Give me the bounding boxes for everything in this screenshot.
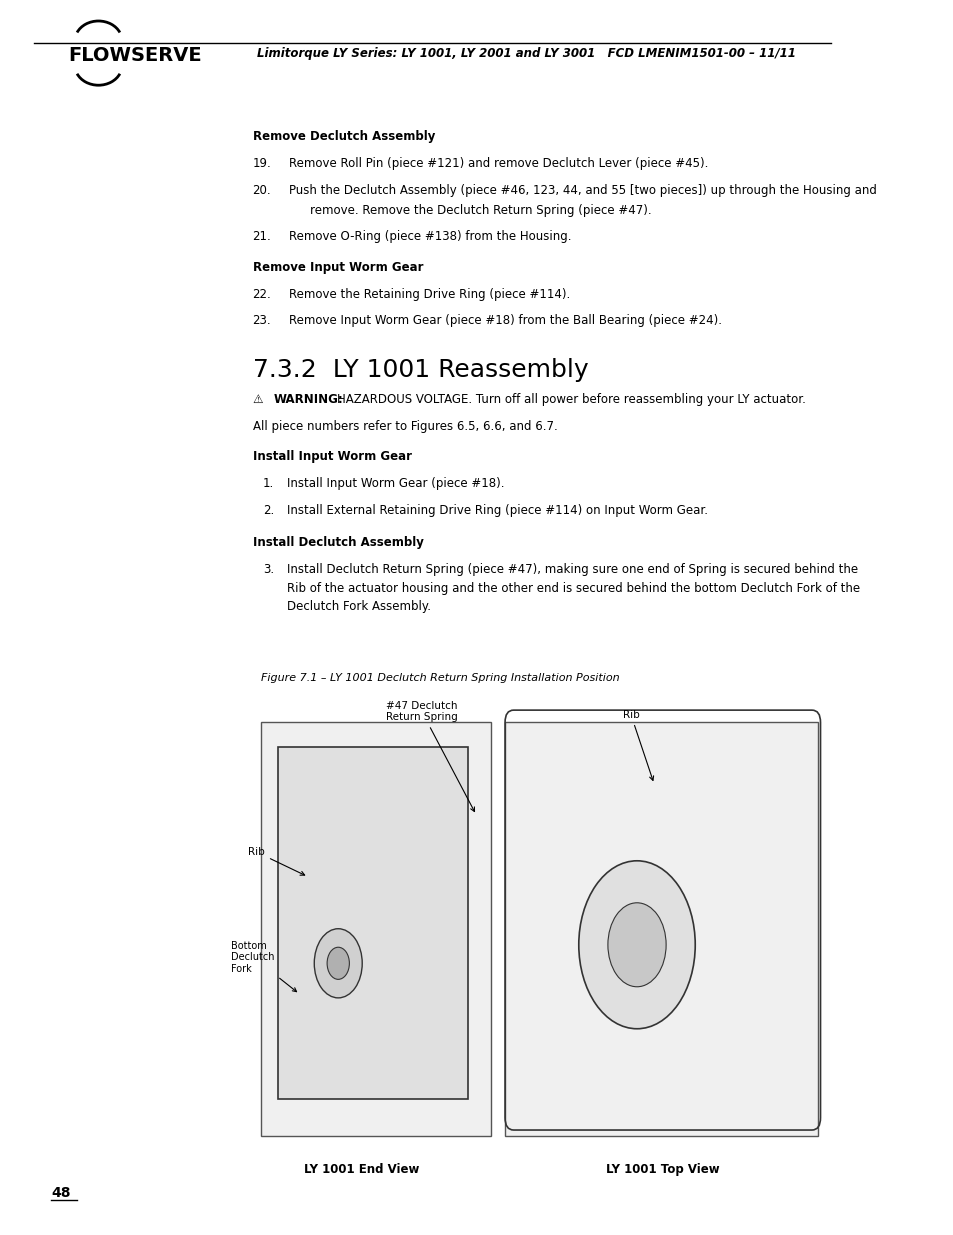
Text: 7.3.2  LY 1001 Reassembly: 7.3.2 LY 1001 Reassembly: [253, 358, 588, 382]
Text: 19.: 19.: [253, 157, 271, 170]
Text: Rib: Rib: [248, 847, 304, 876]
Text: 23.: 23.: [253, 314, 271, 327]
Text: 20.: 20.: [253, 184, 271, 198]
Text: 48: 48: [51, 1187, 71, 1200]
Text: remove. Remove the Declutch Return Spring (piece #47).: remove. Remove the Declutch Return Sprin…: [310, 204, 651, 217]
Text: Remove Input Worm Gear: Remove Input Worm Gear: [253, 261, 423, 274]
Text: Remove the Retaining Drive Ring (piece #114).: Remove the Retaining Drive Ring (piece #…: [288, 288, 569, 301]
Text: All piece numbers refer to Figures 6.5, 6.6, and 6.7.: All piece numbers refer to Figures 6.5, …: [253, 420, 557, 433]
Text: Install Input Worm Gear: Install Input Worm Gear: [253, 450, 411, 463]
Text: ⚠: ⚠: [253, 393, 263, 406]
Text: Install Declutch Assembly: Install Declutch Assembly: [253, 536, 423, 550]
Text: 1.: 1.: [263, 477, 274, 490]
Text: Install Input Worm Gear (piece #18).: Install Input Worm Gear (piece #18).: [287, 477, 504, 490]
Text: Remove Roll Pin (piece #121) and remove Declutch Lever (piece #45).: Remove Roll Pin (piece #121) and remove …: [288, 157, 707, 170]
Text: 3.: 3.: [263, 563, 274, 577]
FancyBboxPatch shape: [278, 747, 467, 1099]
FancyBboxPatch shape: [504, 722, 817, 1136]
Text: LY 1001 End View: LY 1001 End View: [304, 1162, 419, 1176]
Text: Install External Retaining Drive Ring (piece #114) on Input Worm Gear.: Install External Retaining Drive Ring (p…: [287, 504, 707, 517]
Text: Remove Declutch Assembly: Remove Declutch Assembly: [253, 130, 435, 143]
Text: Remove Input Worm Gear (piece #18) from the Ball Bearing (piece #24).: Remove Input Worm Gear (piece #18) from …: [288, 314, 720, 327]
Text: Bottom
Declutch
Fork: Bottom Declutch Fork: [231, 941, 296, 992]
Text: WARNING:: WARNING:: [274, 393, 343, 406]
Text: Push the Declutch Assembly (piece #46, 123, 44, and 55 [two pieces]) up through : Push the Declutch Assembly (piece #46, 1…: [288, 184, 876, 198]
Text: Figure 7.1 – LY 1001 Declutch Return Spring Installation Position: Figure 7.1 – LY 1001 Declutch Return Spr…: [261, 673, 619, 683]
FancyBboxPatch shape: [261, 722, 490, 1136]
Text: 22.: 22.: [253, 288, 271, 301]
Text: Rib of the actuator housing and the other end is secured behind the bottom Declu: Rib of the actuator housing and the othe…: [287, 582, 859, 595]
Circle shape: [314, 929, 362, 998]
Circle shape: [327, 947, 349, 979]
Text: HAZARDOUS VOLTAGE. Turn off all power before reassembling your LY actuator.: HAZARDOUS VOLTAGE. Turn off all power be…: [336, 393, 804, 406]
Text: Limitorque LY Series: LY 1001, LY 2001 and LY 3001   FCD LMENIM1501-00 – 11/11: Limitorque LY Series: LY 1001, LY 2001 a…: [256, 47, 795, 59]
Text: 21.: 21.: [253, 230, 271, 243]
Circle shape: [607, 903, 665, 987]
Text: LY 1001 Top View: LY 1001 Top View: [605, 1162, 719, 1176]
Text: Rib: Rib: [622, 710, 653, 781]
Text: Install Declutch Return Spring (piece #47), making sure one end of Spring is sec: Install Declutch Return Spring (piece #4…: [287, 563, 857, 577]
Text: FLOWSERVE: FLOWSERVE: [69, 46, 202, 65]
Text: #47 Declutch
Return Spring: #47 Declutch Return Spring: [386, 701, 474, 811]
Text: Declutch Fork Assembly.: Declutch Fork Assembly.: [287, 600, 431, 614]
Text: 2.: 2.: [263, 504, 274, 517]
Text: Remove O-Ring (piece #138) from the Housing.: Remove O-Ring (piece #138) from the Hous…: [288, 230, 571, 243]
Circle shape: [578, 861, 695, 1029]
